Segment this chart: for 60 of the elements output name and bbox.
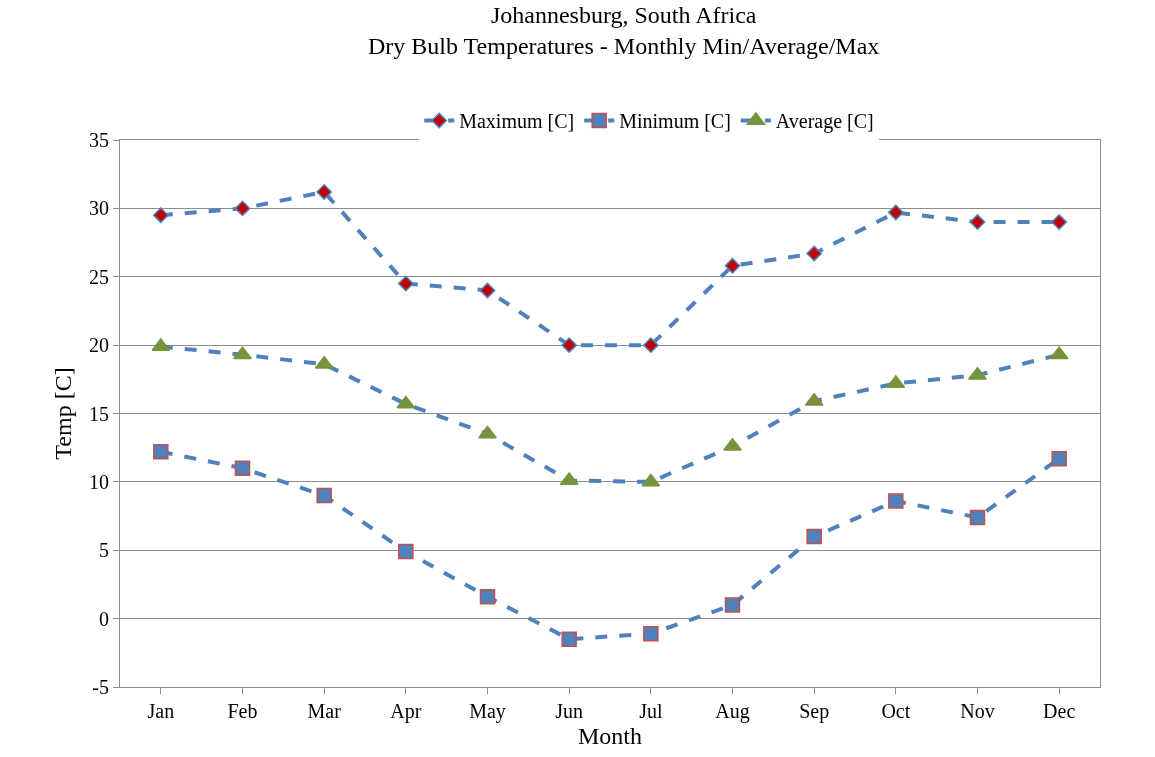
point [479, 282, 496, 299]
y-tick-label: 35 [89, 129, 109, 151]
point [234, 460, 251, 476]
point [234, 200, 251, 217]
x-tick-label: Nov [960, 700, 995, 722]
chart-subtitle: Dry Bulb Temperatures - Monthly Min/Average/Max [368, 32, 880, 59]
x-tick-label: Sep [799, 700, 830, 723]
point [396, 395, 416, 409]
point [561, 631, 577, 647]
x-axis-title: Month [577, 723, 643, 750]
legend-label: Average [C] [775, 110, 874, 134]
x-tick-label: Jul [639, 700, 663, 722]
point [561, 337, 578, 354]
y-tick-label: -5 [92, 676, 109, 698]
point [806, 528, 822, 545]
point [806, 245, 823, 262]
y-axis-title: Temp [C] [50, 367, 77, 460]
x-tick-label: Oct [881, 700, 911, 722]
point [559, 472, 579, 486]
x-tick-label: Dec [1043, 700, 1076, 722]
y-tick-label: 20 [89, 334, 109, 357]
y-tick-label: 5 [99, 539, 109, 562]
point [804, 392, 824, 406]
point [724, 257, 741, 274]
x-tick-label: Aug [715, 700, 750, 723]
legend-label: Minimum [C] [619, 110, 731, 133]
x-tick-label: Jan [147, 700, 175, 722]
point [1051, 214, 1068, 230]
x-tick-label: Feb [227, 700, 258, 722]
x-tick-label: Mar [307, 700, 342, 722]
y-tick-label: 25 [89, 265, 109, 288]
point [968, 366, 987, 380]
point [316, 184, 333, 200]
legend-label: Maximum [C] [459, 110, 575, 133]
point [643, 625, 659, 642]
point [478, 425, 497, 439]
y-tick-label: 0 [99, 607, 109, 630]
point [233, 346, 252, 360]
x-tick-label: May [469, 700, 506, 723]
point [887, 204, 904, 221]
point [479, 589, 496, 605]
point [398, 543, 414, 560]
point [316, 487, 332, 504]
point [153, 444, 169, 460]
point [1051, 450, 1067, 467]
y-tick-label: 30 [89, 197, 109, 220]
y-tick-label: 15 [89, 402, 109, 425]
point [152, 207, 169, 224]
x-tick-label: Jun [555, 700, 584, 722]
point [641, 473, 661, 487]
point [724, 597, 741, 613]
point [397, 275, 414, 292]
point [969, 214, 986, 230]
y-tick-label: 10 [89, 470, 109, 493]
point [888, 493, 904, 509]
point [1049, 346, 1069, 360]
point [642, 337, 659, 354]
chart-title: Johannesburg, South Africa [490, 1, 757, 28]
point [969, 509, 986, 526]
x-tick-label: Apr [390, 700, 422, 723]
